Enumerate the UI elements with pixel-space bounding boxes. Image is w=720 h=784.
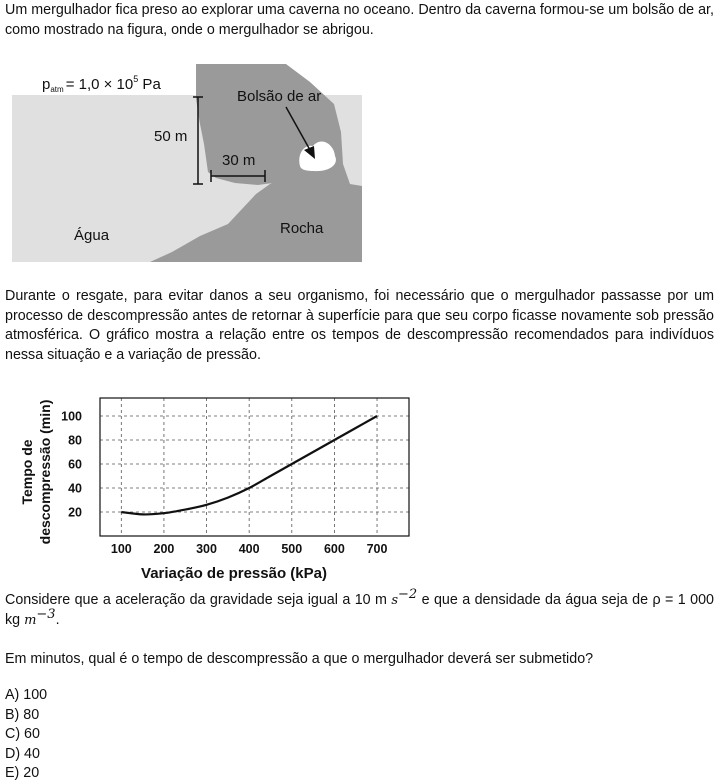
air-pocket-arrow-head [304,146,315,159]
option-b[interactable]: B) 80 [5,706,40,723]
y-tick-label: 40 [68,482,82,496]
rock-label: Rocha [280,220,324,237]
y-tick-label: 100 [61,410,82,424]
option-c[interactable]: C) 60 [5,726,40,742]
consider-paragraph: Considere que a aceleração da gravidade … [5,587,714,628]
air-pocket-arrow-line [285,106,311,151]
y-tick-label: 60 [68,458,82,472]
patm-label: patm = 1,0 × 105 Pa [42,74,161,94]
question-text: Em minutos, qual é o tempo de descompres… [5,651,594,667]
width-label: 30 m [222,152,255,169]
x-axis-label: Variação de pressão (kPa) [141,565,327,582]
y-tick-label: 80 [68,434,82,448]
y-axis-label-line2: descompressão (min) [37,400,53,545]
plot-frame [99,397,410,537]
y-tick-label: 20 [68,506,82,520]
decompression-chart: 100 200 300 400 500 600 700 20 40 60 80 100 Tempo d… [19,397,410,582]
air-pocket-label: Bolsão de ar [237,88,321,105]
answer-options: A) 100 B) 80 C) 60 D) 40 E) 20 [5,686,47,784]
intro-paragraph: Um mergulhador fica preso ao explorar um… [5,2,714,38]
water-label: Água [74,227,110,244]
x-tick-label: 700 [367,542,388,556]
rock-region [150,64,362,262]
x-tick-label: 300 [196,542,217,556]
y-axis-label-line1: Tempo de [19,439,35,504]
x-tick-label: 500 [281,542,302,556]
depth-label: 50 m [154,128,187,145]
x-tick-label: 600 [324,542,345,556]
x-tick-label: 100 [111,542,132,556]
option-d[interactable]: D) 40 [5,745,40,762]
option-a[interactable]: A) 100 [5,687,48,703]
x-tick-label: 200 [154,542,175,556]
context-paragraph: Durante o resgate, para evitar danos a s… [5,288,714,363]
x-tick-label: 400 [239,542,260,556]
series-line [121,415,378,516]
option-e[interactable]: E) 20 [5,765,40,781]
cave-diagram: patm = 1,0 × 105 Pa 50 m 30 m Bolsão de a… [12,64,362,262]
